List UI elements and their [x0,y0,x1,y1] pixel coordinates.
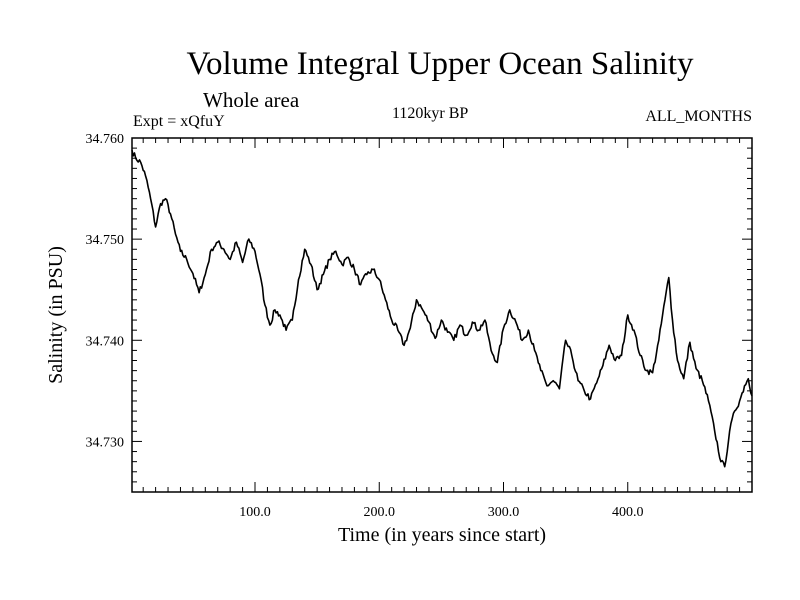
period-label: 1120kyr BP [392,105,469,122]
y-tick-label: 34.740 [86,334,125,349]
x-axis-label: Time (in years since start) [338,524,546,546]
chart-title: Volume Integral Upper Ocean Salinity [186,46,694,82]
y-tick-label: 34.760 [86,132,125,147]
chart-subtitle: Whole area [203,88,300,112]
plot-frame [131,137,753,493]
months-label: ALL_MONTHS [645,108,752,125]
y-tick-label: 34.730 [86,435,125,450]
x-tick-label: 400.0 [612,505,644,520]
salinity-series-line [131,149,753,468]
y-tick-label: 34.750 [86,233,125,248]
x-tick-label: 100.0 [239,505,271,520]
x-tick-label: 200.0 [364,505,396,520]
x-tick-label: 300.0 [488,505,520,520]
axis-ticks: 100.0 200.0 300.0 400.0 34.730 34.740 34.750 34… [86,132,752,520]
y-axis-label: Salinity (in PSU) [45,246,67,384]
experiment-label: Expt = xQfuY [133,113,225,130]
